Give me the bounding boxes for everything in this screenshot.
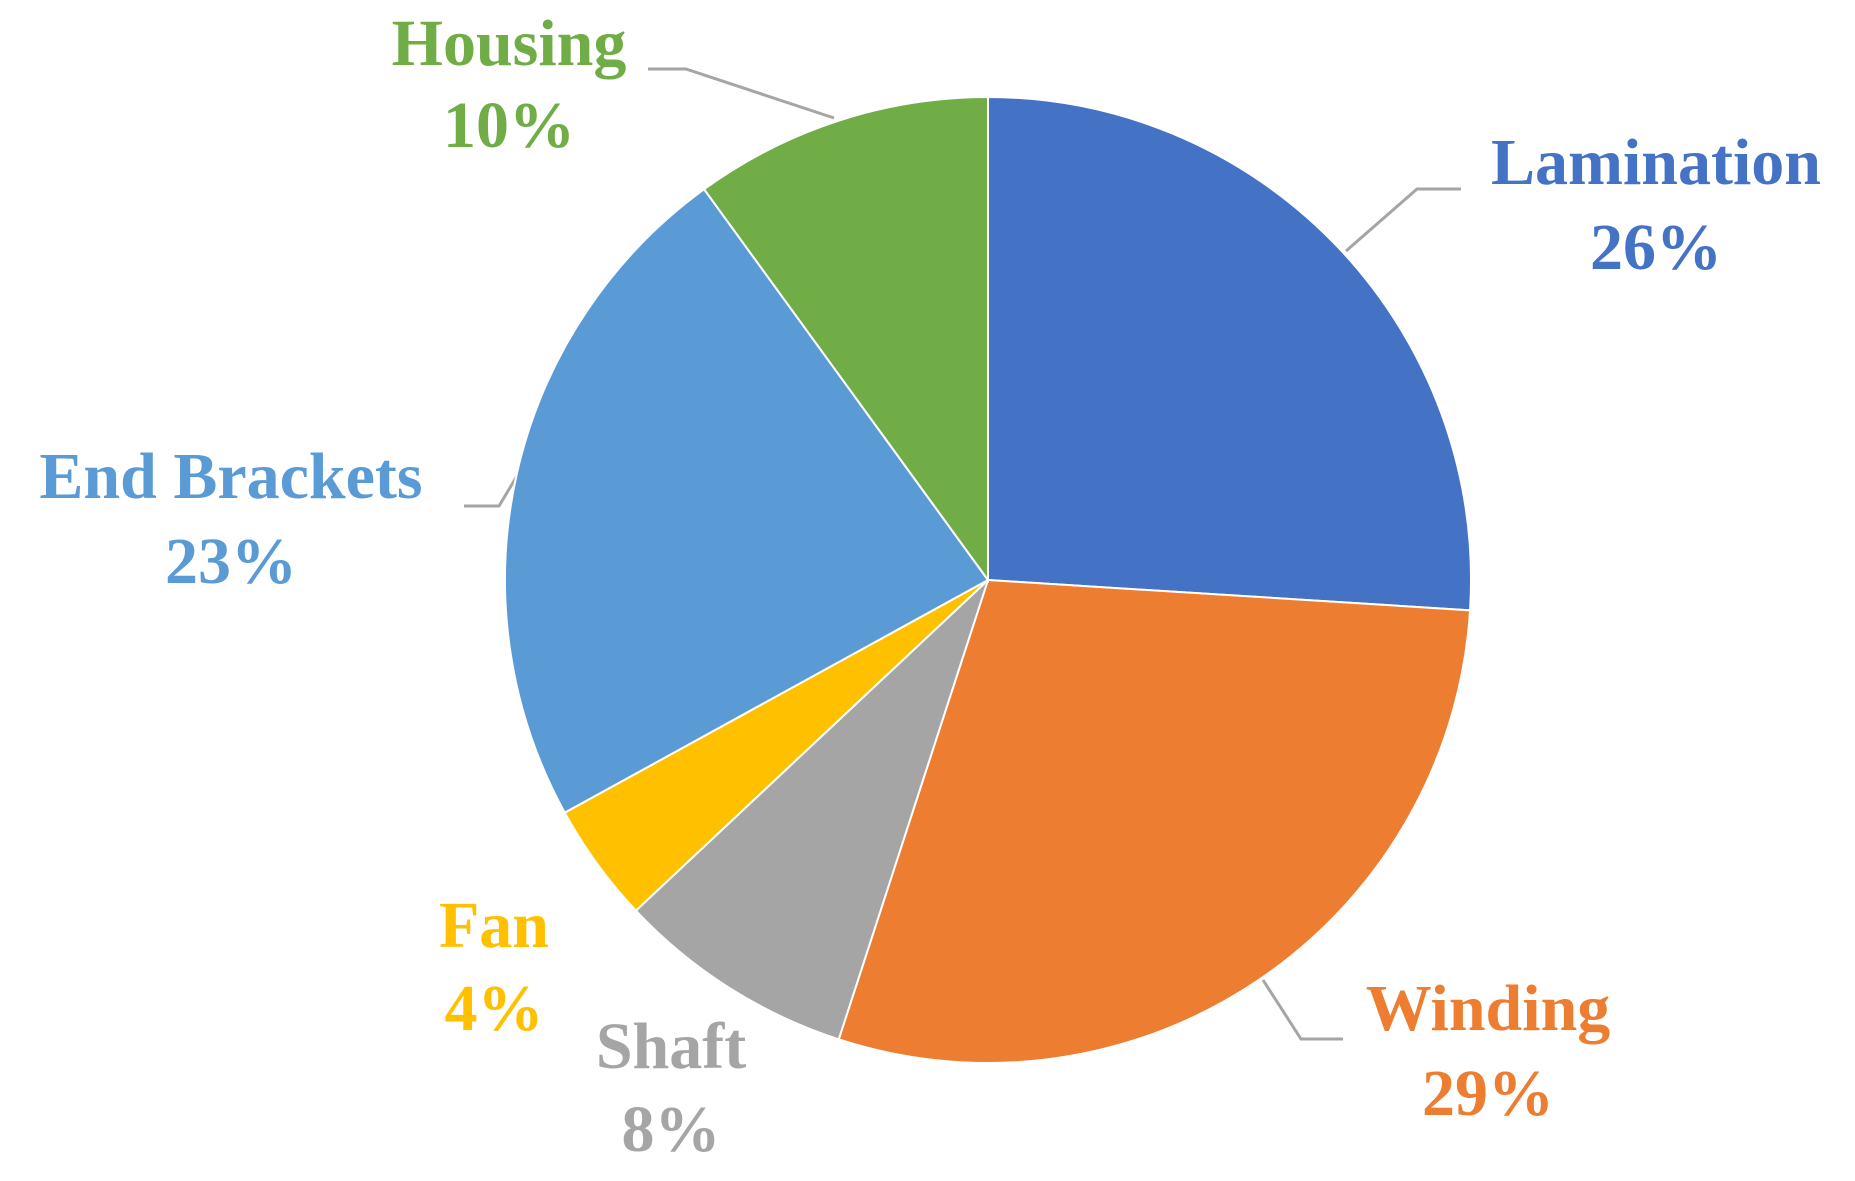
- pie-slice: [504, 187, 990, 815]
- value-label: 23%: [165, 525, 297, 598]
- value-label: 29%: [1422, 1057, 1554, 1130]
- slice-label: Housing: [392, 7, 627, 80]
- pie-slice: [987, 95, 1472, 612]
- value-label: 26%: [1590, 211, 1722, 284]
- leader-line: [1261, 979, 1343, 1041]
- slice-label: Shaft: [596, 1010, 746, 1083]
- pie-slice: [837, 578, 1472, 1064]
- slice-label: Winding: [1366, 972, 1611, 1045]
- pie-slice: [634, 579, 989, 1041]
- slice-label: End Brackets: [39, 440, 422, 513]
- leader-line: [1345, 187, 1461, 253]
- pie-slice: [702, 95, 989, 584]
- leader-line: [648, 67, 835, 120]
- leader-line: [464, 475, 519, 508]
- value-label: 10%: [443, 89, 575, 162]
- value-label: 4%: [445, 972, 544, 1045]
- slice-label: Lamination: [1491, 126, 1821, 199]
- slice-label: Fan: [439, 889, 549, 962]
- value-label: 8%: [622, 1093, 721, 1166]
